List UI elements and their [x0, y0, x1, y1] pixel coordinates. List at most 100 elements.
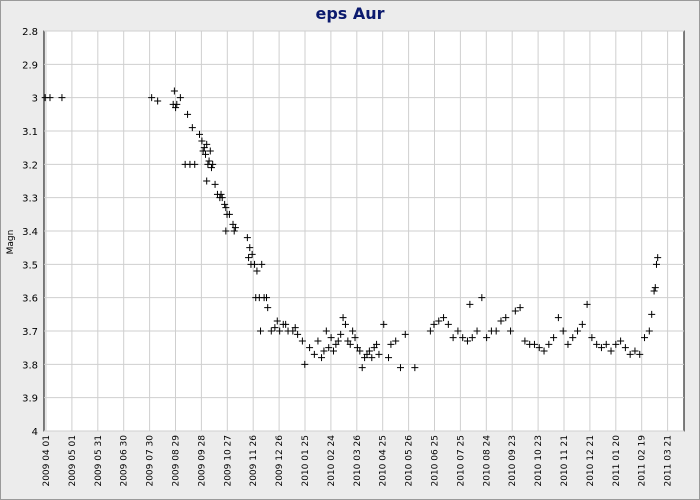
data-point-plus [341, 320, 349, 328]
x-tick-label: 2009 11 26 [249, 435, 259, 487]
data-point-plus [426, 327, 434, 335]
data-point-plus [217, 190, 225, 198]
x-tick-label: 2010 09 23 [508, 435, 518, 487]
data-point-plus [294, 330, 302, 338]
data-point-plus [207, 164, 215, 172]
data-point-plus [206, 147, 214, 155]
data-point-plus [271, 324, 279, 332]
data-point-plus [396, 364, 404, 372]
data-point-plus [602, 340, 610, 348]
y-tick-label: 3.6 [22, 294, 38, 305]
data-point-plus [636, 350, 644, 358]
data-point-plus [449, 334, 457, 342]
data-point-plus [201, 150, 209, 158]
data-point-plus [203, 140, 211, 148]
data-point-plus [473, 327, 481, 335]
x-tick-label: 2009 04 01 [42, 435, 52, 487]
data-point-plus [339, 314, 347, 322]
x-tick-label: 2011 01 20 [612, 435, 622, 487]
data-point-plus [511, 307, 519, 315]
data-point-plus [172, 104, 180, 112]
data-point-plus [583, 300, 591, 308]
data-point-plus [588, 334, 596, 342]
data-point-plus [375, 350, 383, 358]
data-point-plus [564, 340, 572, 348]
data-point-plus [502, 314, 510, 322]
y-tick-label: 2.9 [22, 60, 38, 71]
data-point-plus [170, 87, 178, 95]
x-tick-label: 2010 05 26 [405, 435, 415, 487]
data-point-plus [58, 94, 66, 102]
data-point-plus [650, 287, 658, 295]
data-point-plus [430, 320, 438, 328]
data-point-plus [251, 260, 259, 268]
data-point-plus [545, 340, 553, 348]
x-axis-ticks: 2009 04 01 2009 05 01 2009 05 31 2009 06 30… [42, 435, 674, 487]
x-tick-label: 2010 06 25 [431, 435, 441, 487]
data-point-plus [559, 327, 567, 335]
x-tick-label: 2010 03 26 [353, 435, 363, 487]
data-point-plus [329, 347, 337, 355]
data-point-plus [306, 344, 314, 352]
y-tick-label: 3.3 [22, 194, 38, 205]
data-point-plus [337, 330, 345, 338]
data-point-plus [652, 260, 660, 268]
data-point-plus [248, 250, 256, 258]
x-tick-label: 2010 12 21 [586, 435, 596, 487]
data-point-plus [497, 317, 505, 325]
y-tick-label: 3.4 [22, 227, 38, 238]
data-point-plus [521, 337, 529, 345]
x-tick-label: 2011 03 21 [664, 435, 674, 487]
y-tick-label: 3.2 [22, 160, 38, 171]
data-point-plus [444, 320, 452, 328]
data-point-plus [276, 327, 284, 335]
y-axis-ticks: 2.8 2.9 3 3.1 3.2 3.3 3.4 3.5 3.6 3.7 3.8 3.9 4 [22, 27, 38, 438]
data-point-plus [246, 244, 254, 252]
data-point-plus [322, 327, 330, 335]
data-point-plus [483, 334, 491, 342]
data-point-plus [173, 100, 181, 108]
data-point-plus [607, 347, 615, 355]
data-point-plus [218, 194, 226, 202]
data-point-plus [298, 337, 306, 345]
data-point-plus [530, 340, 538, 348]
x-tick-label: 2009 05 01 [68, 435, 78, 487]
data-point-plus [349, 327, 357, 335]
data-point-plus [507, 327, 515, 335]
data-point-plus [196, 130, 204, 138]
data-point-plus [569, 334, 577, 342]
x-tick-label: 2010 10 23 [534, 435, 544, 487]
data-point-plus [478, 294, 486, 302]
data-point-plus [310, 350, 318, 358]
y-tick-label: 3.8 [22, 360, 38, 371]
data-point-plus [612, 340, 620, 348]
x-tick-label: 2009 12 26 [275, 435, 285, 487]
x-tick-label: 2010 11 21 [560, 435, 570, 487]
data-point-plus [222, 227, 230, 235]
data-point-plus [230, 227, 238, 235]
data-point-plus [205, 157, 213, 165]
y-tick-label: 3.7 [22, 327, 38, 338]
x-tick-label: 2009 09 28 [197, 435, 207, 487]
x-tick-label: 2009 10 27 [223, 435, 233, 487]
x-tick-label: 2009 08 29 [172, 435, 182, 487]
y-tick-label: 3.9 [22, 394, 38, 405]
x-tick-label: 2010 01 25 [301, 435, 311, 487]
data-point-plus [148, 94, 156, 102]
data-point-plus [574, 327, 582, 335]
data-point-plus [245, 254, 253, 262]
data-point-plus [221, 200, 229, 208]
data-point-plus [516, 304, 524, 312]
data-point-plus [351, 334, 359, 342]
data-point-plus [411, 364, 419, 372]
data-point-plus [154, 97, 162, 105]
data-point-plus [535, 344, 543, 352]
y-axis-label: Magn [6, 230, 16, 255]
data-point-plus [492, 327, 500, 335]
y-tick-label: 3 [32, 94, 38, 105]
data-point-plus [392, 337, 400, 345]
data-point-plus [325, 344, 333, 352]
x-tick-label: 2010 07 25 [456, 435, 466, 487]
chart-title: eps Aur [315, 4, 385, 23]
data-point-plus [267, 327, 275, 335]
